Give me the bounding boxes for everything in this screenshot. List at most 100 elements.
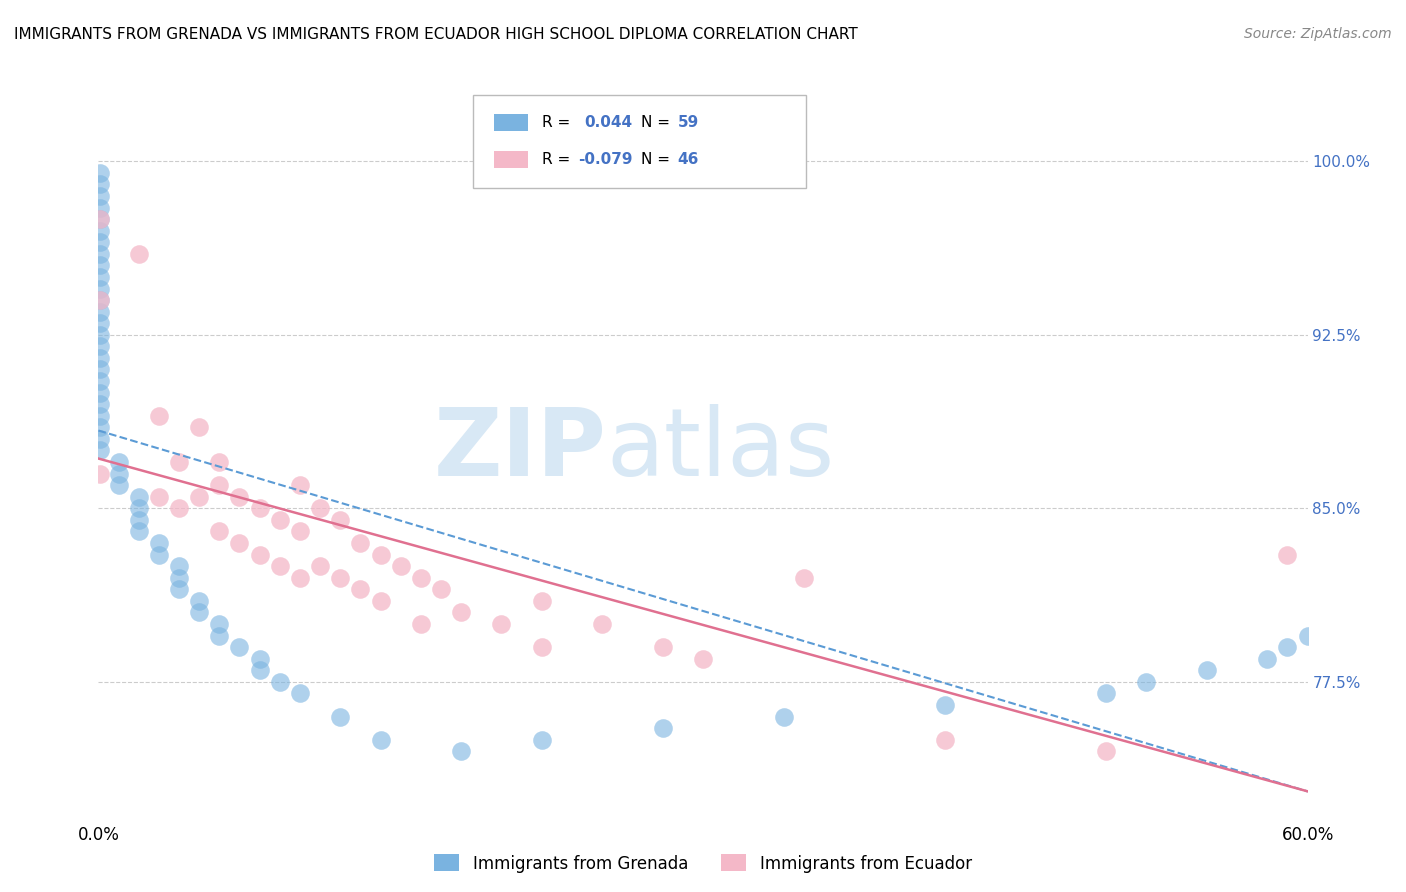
Point bbox=[89, 339, 111, 353]
Point bbox=[89, 235, 111, 250]
Point bbox=[208, 478, 231, 492]
Point bbox=[89, 166, 111, 180]
Point bbox=[1095, 686, 1118, 700]
Point bbox=[329, 513, 352, 527]
Text: atlas: atlas bbox=[606, 404, 835, 497]
Point bbox=[651, 640, 673, 654]
FancyBboxPatch shape bbox=[494, 152, 527, 168]
Point bbox=[89, 224, 111, 238]
Point bbox=[167, 571, 190, 585]
Text: Source: ZipAtlas.com: Source: ZipAtlas.com bbox=[1244, 27, 1392, 41]
Point bbox=[208, 524, 231, 539]
FancyBboxPatch shape bbox=[494, 114, 527, 130]
Point bbox=[89, 304, 111, 318]
Point bbox=[167, 559, 190, 574]
Point bbox=[188, 490, 211, 504]
Point bbox=[430, 582, 453, 597]
Point bbox=[1195, 663, 1218, 677]
Point bbox=[269, 513, 291, 527]
Text: R =: R = bbox=[543, 115, 575, 130]
Point bbox=[89, 189, 111, 203]
Point bbox=[188, 606, 211, 620]
Point bbox=[89, 351, 111, 365]
Point bbox=[934, 698, 956, 712]
Point bbox=[89, 247, 111, 261]
Point bbox=[188, 420, 211, 434]
Point bbox=[329, 709, 352, 723]
Point bbox=[389, 559, 412, 574]
Point bbox=[89, 397, 111, 411]
Point bbox=[793, 571, 815, 585]
Point bbox=[530, 594, 553, 608]
Point bbox=[107, 455, 129, 469]
Point bbox=[349, 536, 371, 550]
Point bbox=[89, 443, 111, 458]
Text: ZIP: ZIP bbox=[433, 404, 606, 497]
Point bbox=[1095, 744, 1118, 758]
Point bbox=[89, 293, 111, 307]
Point bbox=[1135, 674, 1157, 689]
Legend: Immigrants from Grenada, Immigrants from Ecuador: Immigrants from Grenada, Immigrants from… bbox=[427, 847, 979, 880]
Point bbox=[167, 501, 190, 516]
Point bbox=[309, 501, 332, 516]
Point bbox=[249, 501, 271, 516]
FancyBboxPatch shape bbox=[474, 95, 806, 187]
Point bbox=[491, 617, 513, 632]
Point bbox=[249, 651, 271, 665]
Point bbox=[450, 744, 472, 758]
Point bbox=[107, 467, 129, 481]
Point bbox=[148, 490, 170, 504]
Point bbox=[128, 501, 150, 516]
Point bbox=[370, 594, 392, 608]
Point bbox=[89, 327, 111, 342]
Point bbox=[409, 571, 432, 585]
Point bbox=[148, 409, 170, 423]
Point bbox=[89, 178, 111, 192]
Text: 46: 46 bbox=[678, 152, 699, 167]
Text: N =: N = bbox=[641, 115, 675, 130]
Point bbox=[450, 606, 472, 620]
Point bbox=[107, 478, 129, 492]
Point bbox=[692, 651, 714, 665]
Point bbox=[89, 281, 111, 295]
Point bbox=[228, 536, 250, 550]
Point bbox=[128, 490, 150, 504]
Point bbox=[167, 455, 190, 469]
Point bbox=[89, 362, 111, 376]
Point bbox=[530, 732, 553, 747]
Point bbox=[89, 293, 111, 307]
Point bbox=[370, 548, 392, 562]
Point bbox=[934, 732, 956, 747]
Text: 0.044: 0.044 bbox=[585, 115, 633, 130]
Text: 59: 59 bbox=[678, 115, 699, 130]
Point bbox=[89, 409, 111, 423]
Point bbox=[89, 258, 111, 272]
Point bbox=[89, 212, 111, 227]
Text: R =: R = bbox=[543, 152, 575, 167]
Point bbox=[772, 709, 794, 723]
Point bbox=[1296, 628, 1319, 642]
Point bbox=[349, 582, 371, 597]
Point bbox=[167, 582, 190, 597]
Point bbox=[530, 640, 553, 654]
Point bbox=[128, 524, 150, 539]
Point bbox=[288, 686, 311, 700]
Point bbox=[329, 571, 352, 585]
Point bbox=[89, 374, 111, 388]
Point bbox=[288, 478, 311, 492]
Point bbox=[409, 617, 432, 632]
Point bbox=[370, 732, 392, 747]
Point bbox=[208, 628, 231, 642]
Point bbox=[128, 513, 150, 527]
Point bbox=[89, 432, 111, 446]
Point bbox=[651, 721, 673, 735]
Point bbox=[89, 201, 111, 215]
Point bbox=[269, 674, 291, 689]
Point bbox=[89, 269, 111, 284]
Text: IMMIGRANTS FROM GRENADA VS IMMIGRANTS FROM ECUADOR HIGH SCHOOL DIPLOMA CORRELATI: IMMIGRANTS FROM GRENADA VS IMMIGRANTS FR… bbox=[14, 27, 858, 42]
Text: N =: N = bbox=[641, 152, 675, 167]
Point bbox=[89, 385, 111, 400]
Point bbox=[148, 536, 170, 550]
Point bbox=[89, 212, 111, 227]
Point bbox=[148, 548, 170, 562]
